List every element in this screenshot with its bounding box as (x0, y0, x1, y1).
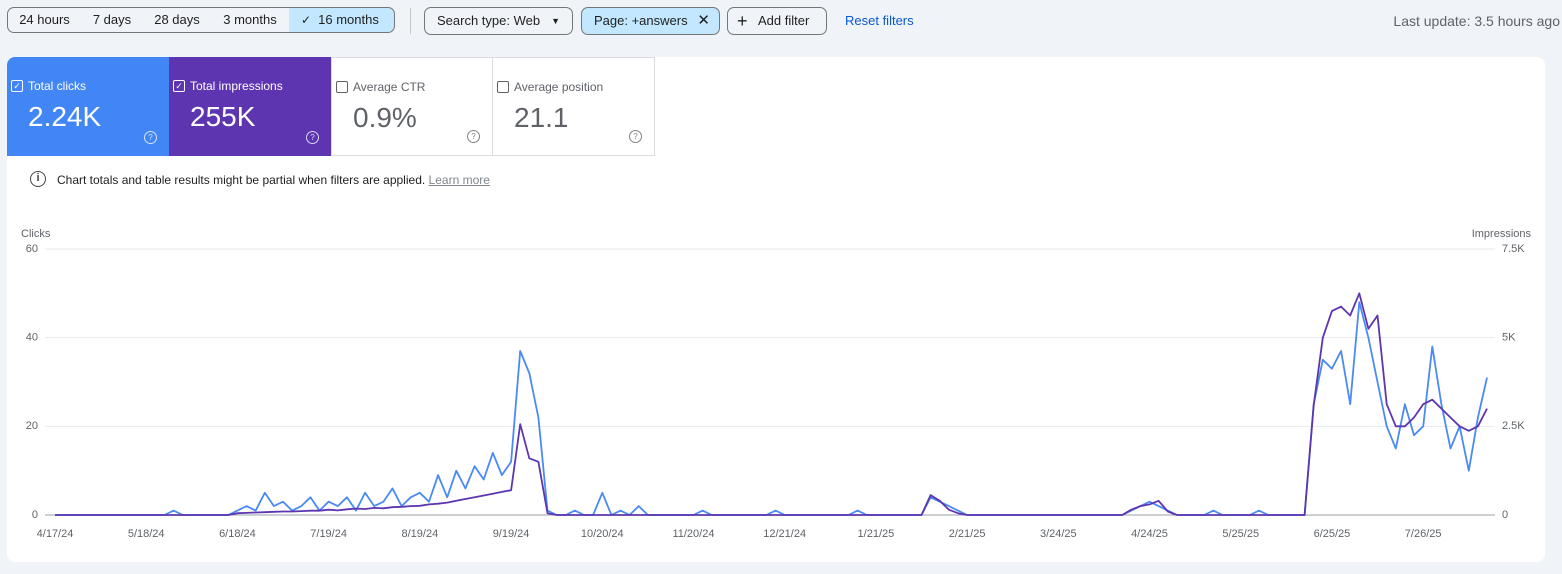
metric-label: Average CTR (336, 80, 426, 94)
notice-text: Chart totals and table results might be … (57, 173, 426, 187)
check-icon: ✓ (301, 13, 312, 27)
add-filter-label: Add filter (758, 13, 810, 28)
series-line (55, 292, 1488, 516)
checkbox[interactable]: ✓ (173, 80, 185, 92)
x-tick-label: 6/25/25 (1314, 528, 1351, 540)
metric-label-text: Average position (514, 80, 604, 94)
range-button[interactable]: 28 days (143, 7, 212, 33)
range-button[interactable]: 7 days (81, 7, 144, 33)
info-icon: i (30, 171, 46, 187)
add-filter[interactable]: + Add filter (727, 7, 827, 35)
metric-label-text: Total impressions (190, 79, 283, 93)
x-tick-label: 11/20/24 (672, 528, 714, 540)
metric-label-text: Total clicks (28, 79, 87, 93)
metric-card[interactable]: ✓ Total impressions 255K? (169, 57, 331, 156)
metric-card[interactable]: ✓ Total clicks 2.24K? (7, 57, 169, 156)
help-icon[interactable]: ? (144, 131, 157, 144)
metric-label-text: Average CTR (353, 80, 426, 94)
plus-icon: + (737, 11, 748, 31)
x-tick-label: 12/21/24 (763, 528, 806, 540)
y2-tick-label: 0 (1502, 509, 1508, 521)
learn-more-link[interactable]: Learn more (428, 173, 490, 187)
y2-axis-title: Impressions (1472, 228, 1532, 240)
x-tick-label: 2/21/25 (949, 528, 986, 540)
x-tick-label: 7/19/24 (310, 528, 347, 540)
search-type-filter[interactable]: Search type: Web ▼ (424, 7, 573, 35)
filter-label: Search type: Web (437, 13, 541, 28)
metric-card[interactable]: Average CTR 0.9%? (331, 57, 493, 156)
metric-label: ✓ Total impressions (173, 79, 283, 93)
x-tick-label: 10/20/24 (581, 528, 624, 540)
divider (410, 8, 411, 34)
checkbox[interactable] (336, 81, 348, 93)
metric-value: 2.24K (28, 101, 102, 132)
x-tick-label: 5/25/25 (1222, 528, 1259, 540)
metric-value: 21.1 (514, 102, 569, 133)
help-icon[interactable]: ? (306, 131, 319, 144)
x-tick-label: 1/21/25 (858, 528, 895, 540)
reset-filters[interactable]: Reset filters (845, 13, 914, 28)
y2-tick-label: 7.5K (1502, 243, 1525, 255)
metric-value: 255K (190, 101, 256, 132)
help-icon[interactable]: ? (467, 130, 480, 143)
range-button-selected[interactable]: ✓ 16 months (289, 7, 395, 33)
x-tick-label: 4/17/24 (37, 528, 74, 540)
checkbox[interactable] (497, 81, 509, 93)
filter-label: Page: +answers (594, 13, 688, 28)
range-button[interactable]: 24 hours (7, 7, 82, 33)
metric-label: Average position (497, 80, 604, 94)
y-tick-label: 0 (32, 509, 38, 521)
x-tick-label: 3/24/25 (1040, 528, 1077, 540)
x-tick-label: 8/19/24 (401, 528, 438, 540)
x-tick-label: 6/18/24 (219, 528, 256, 540)
x-tick-label: 4/24/25 (1131, 528, 1168, 540)
y2-tick-label: 5K (1502, 332, 1516, 344)
metric-value: 0.9% (353, 102, 417, 133)
checkbox[interactable]: ✓ (11, 80, 23, 92)
page-filter[interactable]: Page: +answers ✕ (581, 7, 720, 35)
help-icon[interactable]: ? (629, 130, 642, 143)
metric-label: ✓ Total clicks (11, 79, 87, 93)
range-button[interactable]: 3 months (211, 7, 290, 33)
remove-icon[interactable]: ✕ (697, 12, 710, 29)
y-axis-title: Clicks (21, 228, 51, 240)
notice: Chart totals and table results might be … (57, 173, 490, 187)
x-tick-label: 7/26/25 (1405, 528, 1442, 540)
range-label: 16 months (318, 12, 379, 27)
metric-card[interactable]: Average position 21.1? (493, 57, 655, 156)
x-tick-label: 5/18/24 (128, 528, 165, 540)
y-tick-label: 20 (26, 420, 38, 432)
dropdown-icon: ▼ (551, 16, 560, 26)
x-tick-label: 9/19/24 (493, 528, 530, 540)
series-line (55, 301, 1488, 516)
y-tick-label: 40 (26, 332, 38, 344)
last-update: Last update: 3.5 hours ago (1393, 13, 1560, 29)
y-tick-label: 60 (26, 243, 38, 255)
y2-tick-label: 2.5K (1502, 420, 1525, 432)
